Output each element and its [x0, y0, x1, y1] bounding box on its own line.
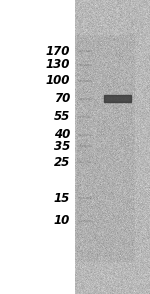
Text: 170: 170 [46, 45, 70, 58]
Text: 10: 10 [54, 214, 70, 228]
Bar [77, 35, 135, 262]
Bar [103, 95, 130, 102]
Text: 40: 40 [54, 128, 70, 141]
Text: 35: 35 [54, 140, 70, 153]
Text: 15: 15 [54, 192, 70, 205]
Text: 55: 55 [54, 110, 70, 123]
Text: 70: 70 [54, 92, 70, 105]
Text: 130: 130 [46, 58, 70, 71]
Text: 25: 25 [54, 156, 70, 168]
Text: 100: 100 [46, 74, 70, 87]
